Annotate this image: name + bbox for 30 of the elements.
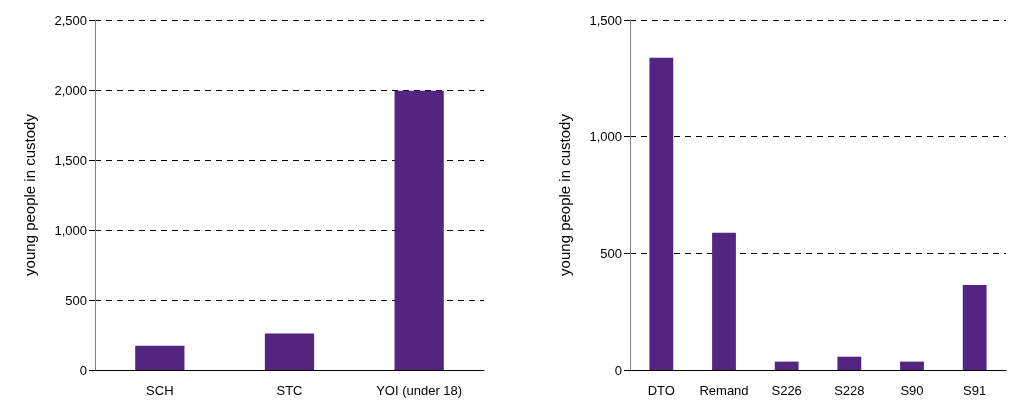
- x-tick-label: S91: [963, 383, 987, 398]
- y-tick-label: 1,500: [54, 152, 87, 168]
- bar: [962, 285, 987, 370]
- y-tick-label: 0: [79, 362, 87, 378]
- x-tick-label: YOI (under 18): [376, 383, 463, 398]
- y-axis-title: young people in custody: [21, 113, 38, 276]
- y-axis-title: young people in custody: [556, 113, 573, 276]
- x-tick-label: STC: [276, 383, 303, 398]
- x-tick-label: DTO: [647, 383, 675, 398]
- y-tick-label: 0: [614, 362, 622, 378]
- y-tick-label: 1,000: [54, 222, 87, 238]
- bar: [712, 232, 736, 370]
- bar: [774, 361, 799, 370]
- bar: [837, 356, 862, 370]
- y-tick-label: 2,000: [54, 82, 87, 98]
- y-tick-label: 1,000: [589, 129, 622, 145]
- y-tick-label: 2,500: [54, 12, 87, 28]
- bar: [135, 345, 185, 370]
- bar: [394, 90, 444, 370]
- y-tick-label: 500: [600, 245, 622, 261]
- bar: [264, 333, 315, 370]
- y-tick-label: 1,500: [589, 12, 622, 28]
- x-tick-label: S90: [900, 383, 924, 398]
- x-tick-label: Remand: [699, 383, 749, 398]
- x-tick-label: S226: [771, 383, 802, 398]
- x-tick-label: S228: [834, 383, 865, 398]
- bar: [900, 361, 924, 370]
- bar: [649, 57, 674, 370]
- y-tick-label: 500: [65, 292, 87, 308]
- x-tick-label: SCH: [146, 383, 174, 398]
